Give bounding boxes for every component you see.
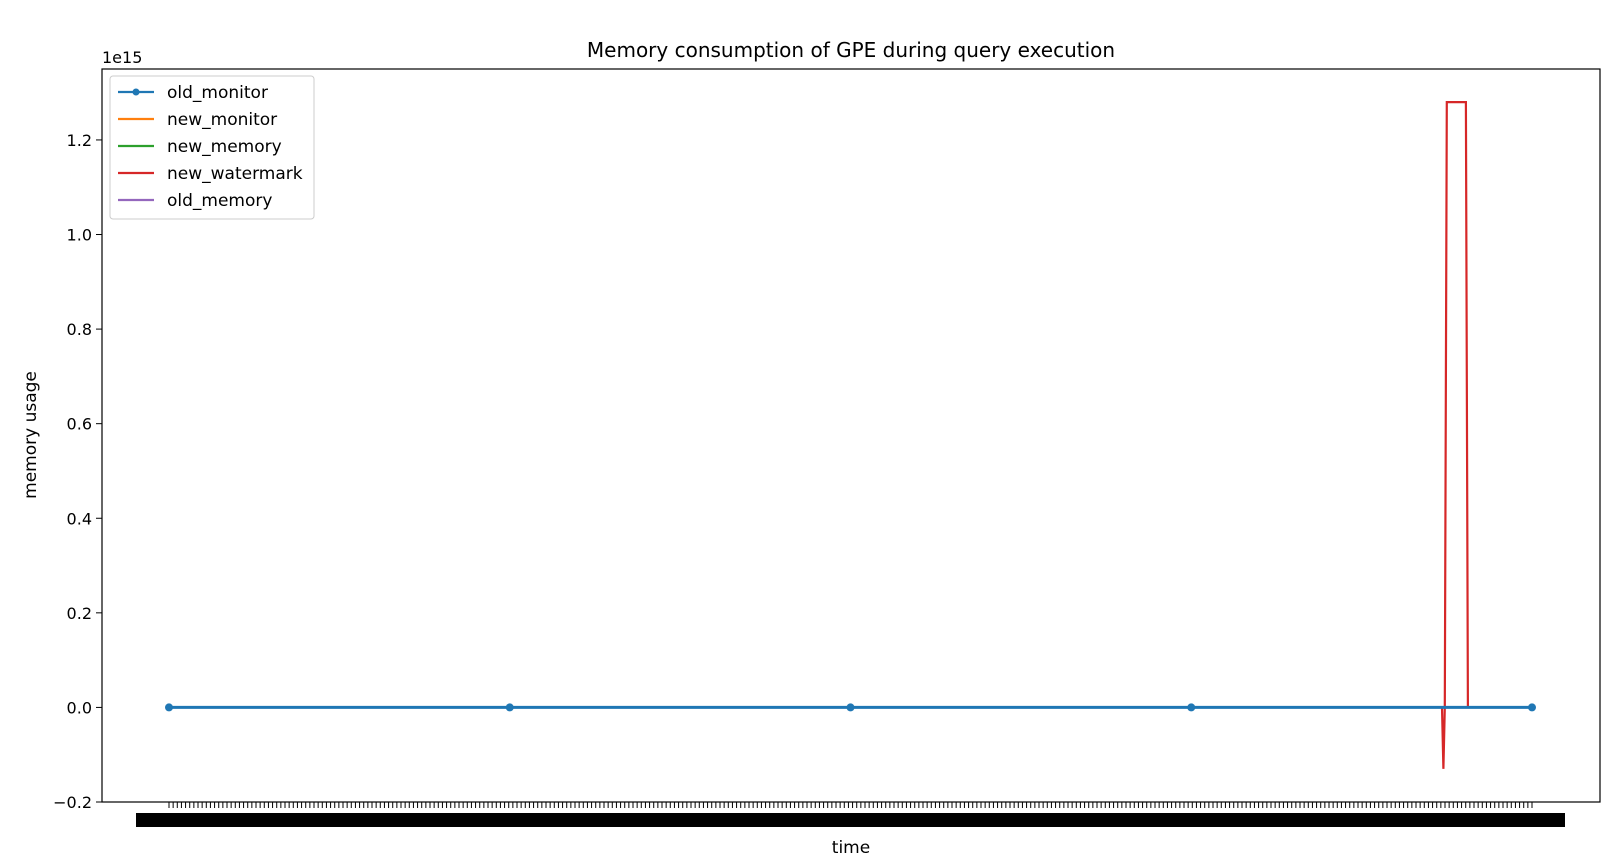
series-point-old-monitor (505, 703, 514, 712)
y-offset-label: 1e15 (102, 48, 142, 67)
legend-label: new_memory (167, 137, 282, 157)
legend-label: new_monitor (167, 110, 277, 130)
legend-label: new_watermark (167, 164, 303, 184)
x-axis-label: time (832, 838, 870, 858)
series-layer (165, 100, 1536, 769)
series-point-old-monitor (165, 703, 173, 712)
y-tick-label: 0.8 (67, 320, 92, 339)
y-tick-label: 1.2 (67, 131, 92, 150)
y-axis-label: memory usage (21, 371, 41, 499)
series-point-old-monitor (846, 703, 855, 712)
chart-title: Memory consumption of GPE during query e… (587, 38, 1115, 62)
series-point-old-monitor (1187, 703, 1196, 712)
x-tick-labels-overlap (136, 813, 1565, 827)
y-tick-label: 0.6 (67, 415, 92, 434)
y-tick-label: 0.2 (67, 604, 92, 623)
plot-frame (101, 68, 1601, 803)
series-line-new-watermark (169, 100, 1532, 769)
y-tick-label: 0.4 (67, 509, 92, 528)
legend-label: old_monitor (167, 83, 268, 103)
legend-label: old_memory (167, 191, 272, 211)
series-point-old-monitor (1528, 703, 1536, 712)
legend-box (109, 75, 315, 220)
y-tick-label: 0.0 (67, 698, 92, 717)
y-tick-label: 1.0 (67, 226, 92, 245)
legend: old_monitor new_monitor new_memory new_wate… (109, 75, 315, 220)
ticks-layer: −0.2 0.0 0.2 0.4 0.6 0.8 1.0 1.2 (53, 131, 1565, 827)
legend-marker (132, 88, 140, 96)
y-tick-label: −0.2 (53, 793, 92, 812)
